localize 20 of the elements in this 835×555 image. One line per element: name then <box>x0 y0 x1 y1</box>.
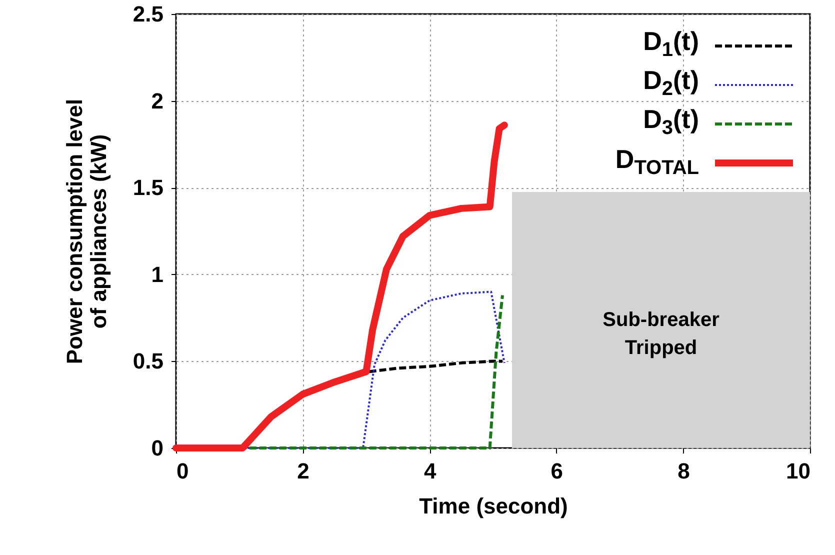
y-tick-label: 0 <box>151 436 164 460</box>
y-tick-label: 1 <box>151 262 164 287</box>
y-tick-label: 1.5 <box>132 175 164 200</box>
legend-label: D$_{3}$(t) <box>643 104 699 142</box>
legend-label: D$_{TOTAL}$ <box>615 144 699 181</box>
y-tick-label: 2.5 <box>132 2 164 26</box>
x-tick-label: 8 <box>678 458 690 484</box>
x-tick-label: 0 <box>176 458 189 484</box>
x-tick-label: 2 <box>297 458 310 484</box>
band-label: Sub-breaker Tripped <box>602 308 720 359</box>
x-tick-label: 10 <box>786 458 810 484</box>
legend-label: D$_{1}$(t) <box>643 26 699 64</box>
y-tick-label: 0.5 <box>132 348 164 374</box>
legend-label: D$_{2}$(t) <box>643 65 699 102</box>
x-tick-label: 6 <box>550 458 564 484</box>
line-series <box>368 360 504 374</box>
x-tick-label: 4 <box>424 458 437 484</box>
x-axis-title: Time (second) <box>419 494 568 518</box>
y-axis-title: Power consumption level of appliances (kW) <box>62 98 111 364</box>
y-tick-label: 2 <box>151 88 164 114</box>
